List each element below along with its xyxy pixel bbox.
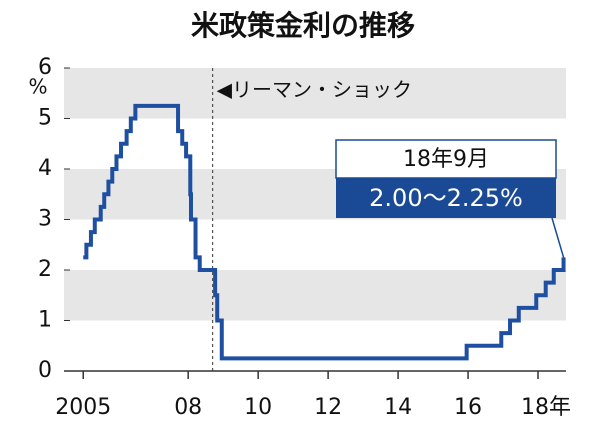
y-tick-label: 3 — [38, 207, 52, 232]
x-tick-label: 18年 — [521, 395, 571, 420]
y-tick-label: 6 — [38, 55, 52, 80]
y-tick-label: 5 — [38, 106, 52, 131]
chart-title: 米政策金利の推移 — [191, 9, 415, 42]
callout-value-box — [336, 178, 556, 218]
y-tick-label: 4 — [38, 156, 52, 181]
x-tick-label: 2005 — [55, 395, 111, 420]
y-tick-label: 2 — [38, 257, 52, 282]
band — [64, 270, 566, 321]
x-tick-label: 16 — [454, 395, 482, 420]
band — [64, 68, 566, 119]
x-tick-label: 12 — [314, 395, 342, 420]
callout-leader — [551, 217, 565, 258]
x-tick-label: 14 — [384, 395, 412, 420]
y-tick-label: 1 — [38, 308, 52, 333]
x-tick-label: 08 — [174, 395, 202, 420]
callout-value: 2.00〜2.25% — [369, 184, 523, 212]
y-unit: % — [28, 75, 47, 99]
y-tick-label: 0 — [38, 358, 52, 383]
x-tick-label: 10 — [244, 395, 272, 420]
event-label: ◀リーマン・ショック — [217, 78, 412, 102]
callout-date: 18年9月 — [403, 147, 489, 172]
series-line — [83, 103, 566, 361]
